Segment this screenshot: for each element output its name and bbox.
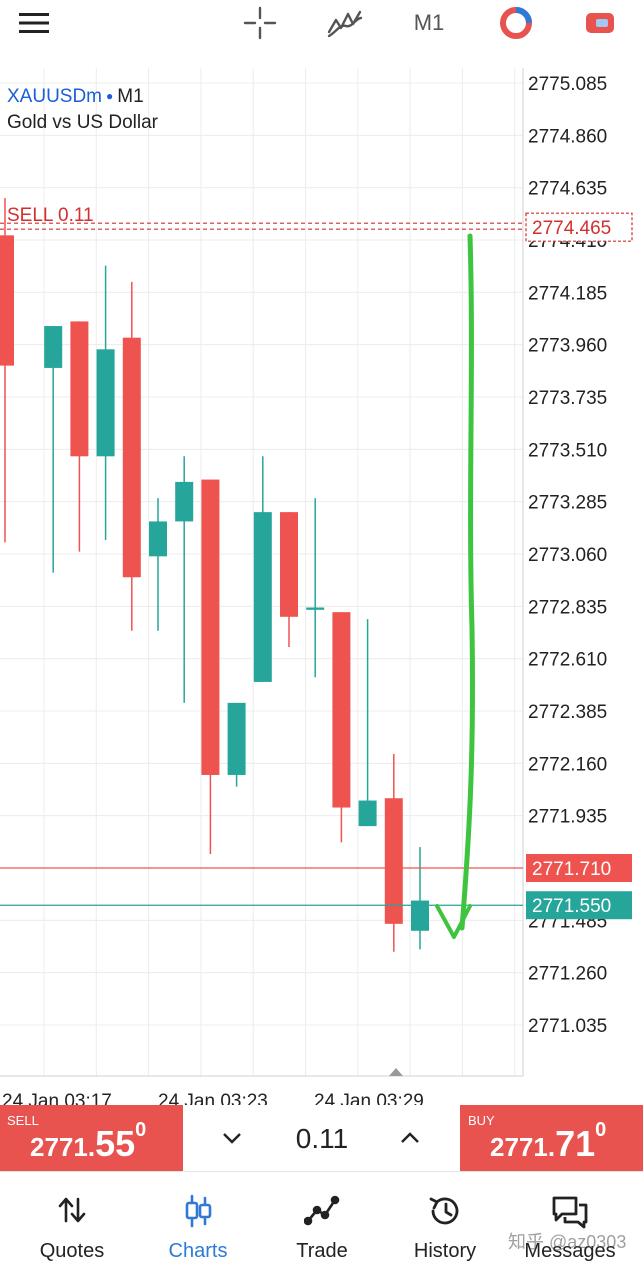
candle-body bbox=[411, 900, 429, 931]
lot-size-control: 0.11 bbox=[183, 1105, 460, 1171]
objects-icon[interactable] bbox=[578, 0, 622, 46]
price-tick-label: 2772.385 bbox=[528, 702, 607, 723]
one-click-trading-bar: SELL 2771.550 0.11 BUY 2771.710 bbox=[0, 1105, 643, 1171]
order-price-label: 2774.465 bbox=[532, 218, 611, 239]
nav-quotes[interactable]: Quotes bbox=[8, 1172, 136, 1281]
price-tick-label: 2772.610 bbox=[528, 650, 607, 671]
symbol-dropdown-icon: ● bbox=[106, 89, 114, 103]
chevron-up-icon bbox=[401, 1132, 419, 1143]
buy-price: 2771.710 bbox=[490, 1119, 606, 1165]
nav-history-label: History bbox=[413, 1240, 477, 1262]
candle-body bbox=[44, 326, 63, 368]
messages-icon bbox=[506, 1194, 634, 1230]
sell-price-pips: 55 bbox=[95, 1123, 136, 1164]
charts-icon bbox=[134, 1194, 262, 1230]
sell-tag: SELL bbox=[7, 1113, 39, 1128]
bid-price-label: 2771.550 bbox=[532, 896, 611, 917]
candle-body bbox=[96, 349, 115, 457]
top-toolbar: M1 bbox=[0, 0, 643, 46]
candle-body bbox=[358, 800, 377, 827]
watermark-text: 知乎 @az0303 bbox=[508, 1232, 627, 1252]
candle-body bbox=[201, 479, 220, 775]
order-label: SELL 0.11 bbox=[7, 205, 94, 226]
candle-body bbox=[70, 321, 89, 457]
sell-price-fraction: 0 bbox=[135, 1119, 147, 1141]
bid-price-badge bbox=[526, 891, 632, 920]
nav-charts-label: Charts bbox=[168, 1240, 228, 1262]
price-tick-label: 2774.860 bbox=[528, 126, 607, 147]
candle-body bbox=[175, 481, 194, 522]
quotes-icon bbox=[8, 1194, 136, 1230]
trade-icon bbox=[258, 1194, 386, 1230]
nav-messages[interactable]: Messages bbox=[506, 1172, 634, 1281]
buy-tag: BUY bbox=[468, 1113, 495, 1128]
timeframe-label: M1 bbox=[413, 10, 445, 35]
chart-color-icon[interactable] bbox=[494, 0, 538, 46]
price-tick-label: 2773.060 bbox=[528, 545, 607, 566]
buy-price-prefix: 2771. bbox=[490, 1132, 556, 1162]
buy-price-fraction: 0 bbox=[595, 1119, 607, 1141]
ask-price-badge bbox=[526, 854, 632, 882]
indicators-icon[interactable] bbox=[324, 0, 366, 46]
history-icon bbox=[381, 1194, 509, 1230]
price-tick-label: 2772.160 bbox=[528, 754, 607, 775]
price-tick-label: 2771.035 bbox=[528, 1016, 607, 1037]
crosshair-icon[interactable] bbox=[240, 0, 280, 46]
candle-body bbox=[280, 512, 298, 617]
candle-body bbox=[122, 337, 141, 578]
candle-body bbox=[332, 612, 351, 808]
chevron-down-icon bbox=[223, 1133, 241, 1144]
order-price-badge bbox=[525, 212, 633, 242]
timeframe-selector[interactable]: M1 bbox=[408, 0, 450, 46]
buy-price-pips: 71 bbox=[555, 1123, 596, 1164]
symbol-description: Gold vs US Dollar bbox=[7, 112, 158, 133]
lot-decrease-button[interactable] bbox=[217, 1123, 247, 1153]
price-tick-label: 2774.185 bbox=[528, 283, 607, 304]
chart-shift-marker bbox=[389, 1068, 403, 1076]
time-tick-label: 24 Jan 03:23 bbox=[158, 1091, 268, 1108]
candle-body bbox=[253, 512, 272, 682]
annotation-arrow-line bbox=[459, 233, 476, 931]
price-tick-label: 2773.960 bbox=[528, 336, 607, 357]
price-tick-label: 2775.085 bbox=[528, 74, 607, 95]
price-tick-label: 2773.510 bbox=[528, 440, 607, 461]
candle-body bbox=[149, 521, 167, 557]
nav-quotes-label: Quotes bbox=[39, 1240, 105, 1262]
nav-trade[interactable]: Trade bbox=[258, 1172, 386, 1281]
nav-messages-label: Messages bbox=[524, 1240, 616, 1262]
price-tick-label: 2773.735 bbox=[528, 388, 607, 409]
sell-price: 2771.550 bbox=[30, 1119, 146, 1165]
time-tick-label: 24 Jan 03:17 bbox=[2, 1091, 112, 1108]
price-tick-label: 2774.635 bbox=[528, 179, 607, 200]
price-tick-label: 2771.935 bbox=[528, 807, 607, 828]
price-tick-label: 2772.835 bbox=[528, 597, 607, 618]
time-tick-label: 24 Jan 03:29 bbox=[314, 1091, 424, 1108]
nav-charts[interactable]: Charts bbox=[134, 1172, 262, 1281]
candle-body bbox=[306, 607, 325, 610]
nav-history[interactable]: History bbox=[381, 1172, 509, 1281]
sell-price-prefix: 2771. bbox=[30, 1132, 96, 1162]
buy-button[interactable]: BUY 2771.710 bbox=[460, 1105, 643, 1171]
chart-timeframe: M1 bbox=[117, 86, 144, 107]
annotation-arrow-head bbox=[435, 904, 472, 939]
candle-body bbox=[0, 235, 14, 366]
ask-price-label: 2771.710 bbox=[532, 859, 611, 880]
candle-body bbox=[384, 798, 403, 924]
sell-button[interactable]: SELL 2771.550 bbox=[0, 1105, 183, 1171]
symbol-name: XAUUSDm bbox=[7, 86, 103, 107]
chart-symbol: XAUUSDm ● M1 bbox=[7, 86, 144, 108]
hamburger-menu-icon[interactable] bbox=[14, 0, 54, 46]
bottom-navigation: Quotes Charts Trade History bbox=[0, 1171, 643, 1281]
lot-size-input[interactable]: 0.11 bbox=[295, 1123, 349, 1154]
price-tick-label: 2773.285 bbox=[528, 493, 607, 514]
candle-body bbox=[227, 702, 246, 775]
price-tick-label: 2771.260 bbox=[528, 964, 607, 985]
nav-trade-label: Trade bbox=[296, 1240, 348, 1262]
price-chart[interactable]: 2775.085 2774.860 2774.635 2774.410 2774.185… bbox=[0, 68, 643, 1108]
lot-increase-button[interactable] bbox=[395, 1123, 425, 1153]
chart-canvas[interactable]: 2775.0852774.8602774.6352774.4102774.185… bbox=[0, 68, 643, 1108]
